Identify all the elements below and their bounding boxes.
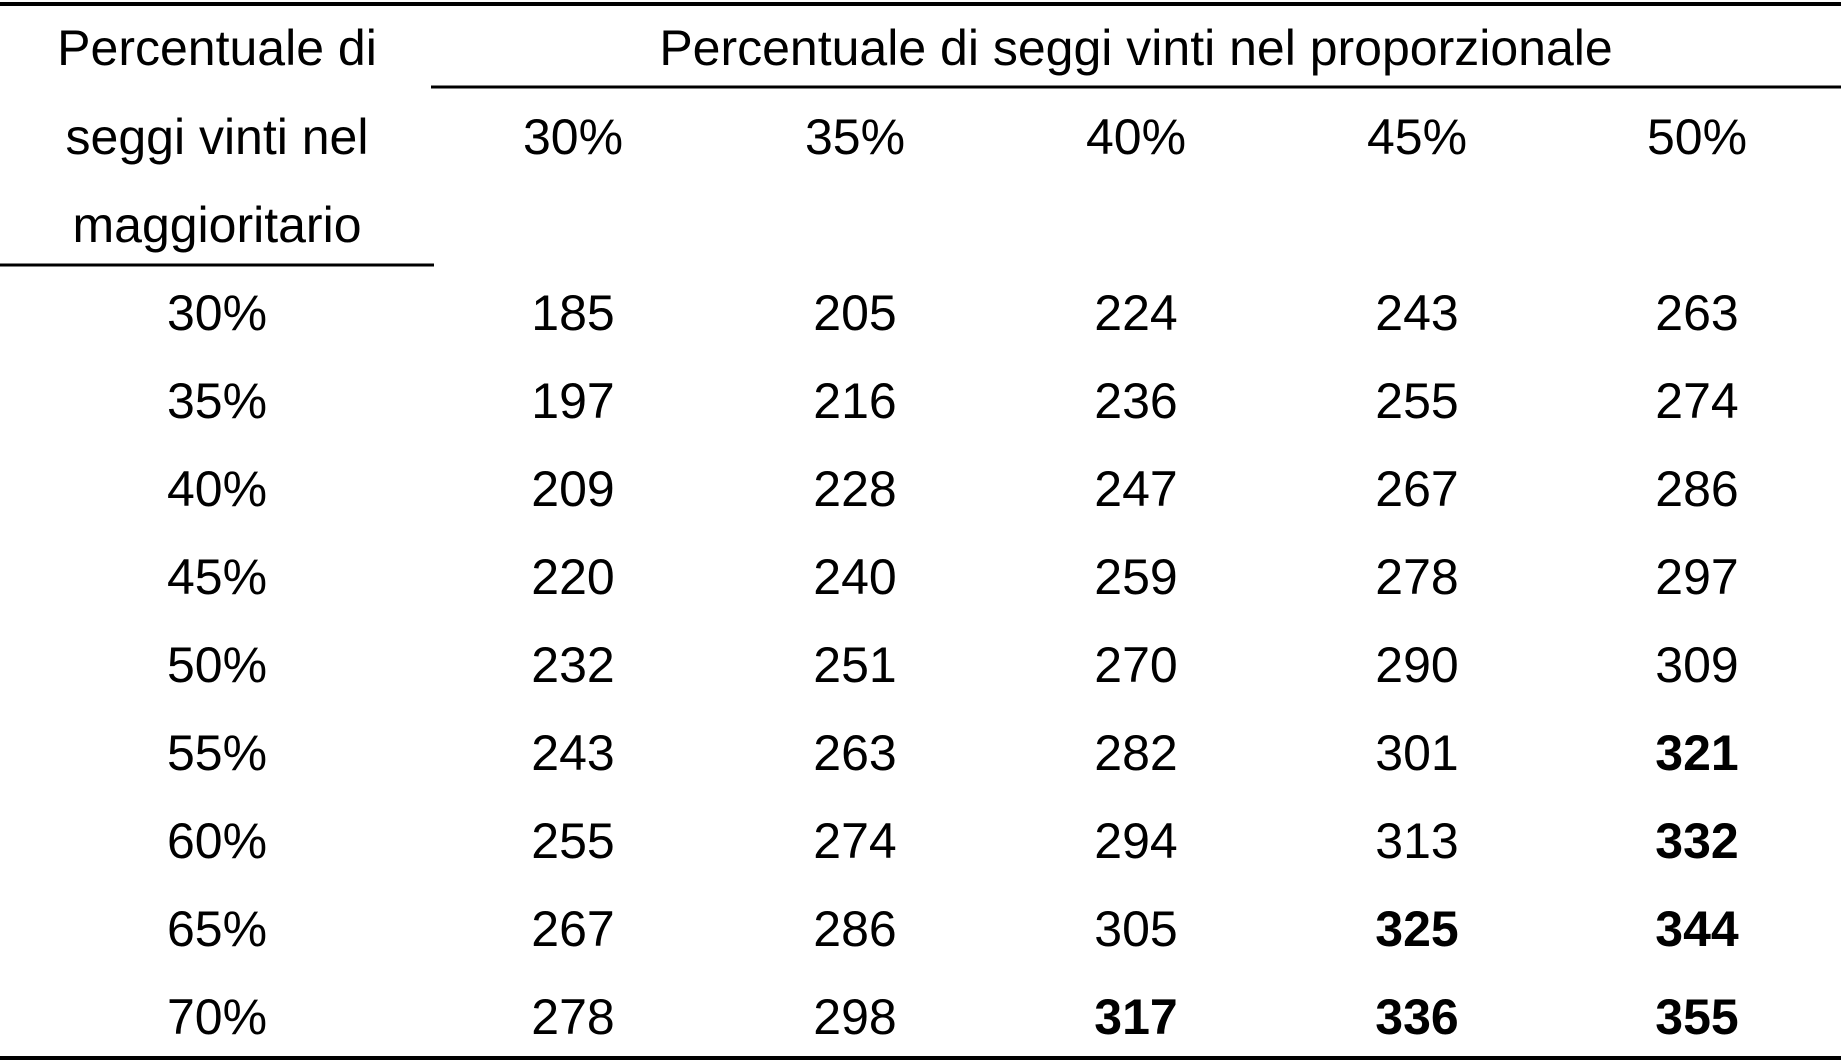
cell: 344 [1655,901,1739,957]
cell: 282 [1094,725,1177,781]
cell: 325 [1375,901,1458,957]
column-header: 30% [523,109,623,165]
row-label: 60% [167,813,267,869]
cell: 228 [813,461,896,517]
cell: 267 [1375,461,1458,517]
row-label: 65% [167,901,267,957]
cell: 317 [1094,989,1177,1045]
row-label: 45% [167,549,267,605]
column-header: 50% [1647,109,1747,165]
cell: 301 [1375,725,1458,781]
row-header: seggi vinti nel [66,109,369,165]
cell: 251 [813,637,896,693]
cell: 274 [1655,373,1738,429]
cell: 298 [813,989,896,1045]
row-label: 55% [167,725,267,781]
cell: 255 [531,813,614,869]
row-label: 40% [167,461,267,517]
column-header: 35% [805,109,905,165]
column-group-header: Percentuale di seggi vinti nel proporzio… [659,20,1612,76]
cell: 313 [1375,813,1458,869]
cell: 263 [1655,285,1738,341]
column-header: 45% [1367,109,1467,165]
cell: 286 [1655,461,1738,517]
cell: 267 [531,901,614,957]
cell: 243 [531,725,614,781]
cell: 278 [531,989,614,1045]
cell: 185 [531,285,614,341]
cell: 243 [1375,285,1458,341]
cell: 270 [1094,637,1177,693]
cell: 236 [1094,373,1177,429]
cell: 274 [813,813,896,869]
cell: 290 [1375,637,1458,693]
cell: 297 [1655,549,1738,605]
cell: 205 [813,285,896,341]
cell: 224 [1094,285,1177,341]
cell: 197 [531,373,614,429]
cell: 240 [813,549,896,605]
cell: 278 [1375,549,1458,605]
cell: 336 [1375,989,1458,1045]
cell: 209 [531,461,614,517]
cell: 255 [1375,373,1458,429]
cell: 263 [813,725,896,781]
cell: 232 [531,637,614,693]
cell: 259 [1094,549,1177,605]
cell: 305 [1094,901,1177,957]
row-label: 30% [167,285,267,341]
row-label: 35% [167,373,267,429]
cell: 247 [1094,461,1177,517]
cell: 286 [813,901,896,957]
cell: 294 [1094,813,1177,869]
cell: 355 [1655,989,1738,1045]
row-label: 70% [167,989,267,1045]
cell: 220 [531,549,614,605]
column-header: 40% [1086,109,1186,165]
row-label: 50% [167,637,267,693]
cell: 309 [1655,637,1738,693]
cell: 216 [813,373,896,429]
row-header: Percentuale di [57,20,377,76]
cell: 321 [1655,725,1738,781]
cell: 332 [1655,813,1738,869]
row-header: maggioritario [72,197,361,253]
